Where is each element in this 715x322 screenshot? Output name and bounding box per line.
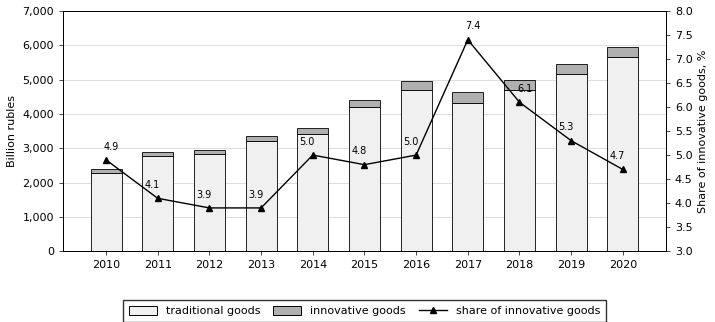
share of innovative goods bbox=[567, 139, 576, 143]
Bar bbox=[297, 134, 328, 251]
Bar bbox=[91, 173, 122, 251]
Text: 5.3: 5.3 bbox=[558, 122, 573, 132]
Bar bbox=[142, 152, 173, 156]
share of innovative goods bbox=[308, 153, 317, 157]
Text: 7.4: 7.4 bbox=[465, 22, 481, 32]
Y-axis label: Share of innovative goods, %: Share of innovative goods, % bbox=[698, 49, 708, 213]
Bar bbox=[349, 108, 380, 251]
Bar bbox=[194, 150, 225, 154]
share of innovative goods bbox=[205, 206, 214, 210]
Bar bbox=[400, 90, 432, 251]
Bar bbox=[297, 128, 328, 134]
Text: 3.9: 3.9 bbox=[196, 190, 212, 200]
Bar bbox=[91, 169, 122, 173]
Text: 5.0: 5.0 bbox=[300, 137, 315, 147]
Text: 5.0: 5.0 bbox=[403, 137, 418, 147]
share of innovative goods bbox=[360, 163, 369, 166]
share of innovative goods bbox=[154, 196, 162, 200]
Bar bbox=[556, 64, 586, 74]
share of innovative goods bbox=[102, 158, 110, 162]
Line: share of innovative goods: share of innovative goods bbox=[103, 37, 626, 211]
Bar bbox=[607, 57, 638, 251]
Bar bbox=[245, 141, 277, 251]
Text: 4.9: 4.9 bbox=[104, 142, 119, 152]
Legend: traditional goods, innovative goods, share of innovative goods: traditional goods, innovative goods, sha… bbox=[123, 300, 606, 322]
Y-axis label: Billion rubles: Billion rubles bbox=[7, 95, 17, 167]
Bar bbox=[349, 100, 380, 108]
Text: 4.8: 4.8 bbox=[351, 147, 367, 156]
Bar bbox=[400, 81, 432, 90]
Text: 4.1: 4.1 bbox=[144, 180, 159, 190]
Bar bbox=[607, 47, 638, 57]
Bar bbox=[453, 103, 483, 251]
Text: 6.1: 6.1 bbox=[518, 84, 533, 94]
share of innovative goods bbox=[257, 206, 265, 210]
Bar bbox=[194, 154, 225, 251]
Text: 4.7: 4.7 bbox=[610, 151, 625, 161]
share of innovative goods bbox=[463, 38, 472, 42]
Text: 3.9: 3.9 bbox=[248, 190, 263, 200]
Bar bbox=[142, 156, 173, 251]
share of innovative goods bbox=[412, 153, 420, 157]
Bar bbox=[453, 91, 483, 103]
Bar bbox=[556, 74, 586, 251]
Bar bbox=[504, 90, 535, 251]
share of innovative goods bbox=[618, 167, 627, 171]
share of innovative goods bbox=[516, 100, 524, 104]
Bar bbox=[504, 80, 535, 90]
Bar bbox=[245, 136, 277, 141]
